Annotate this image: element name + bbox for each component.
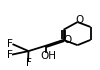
Text: F: F	[7, 50, 12, 60]
Text: OH: OH	[40, 51, 56, 61]
Text: F: F	[7, 39, 13, 49]
Text: F: F	[26, 58, 31, 68]
Text: O: O	[75, 15, 84, 25]
Text: O: O	[63, 35, 72, 45]
